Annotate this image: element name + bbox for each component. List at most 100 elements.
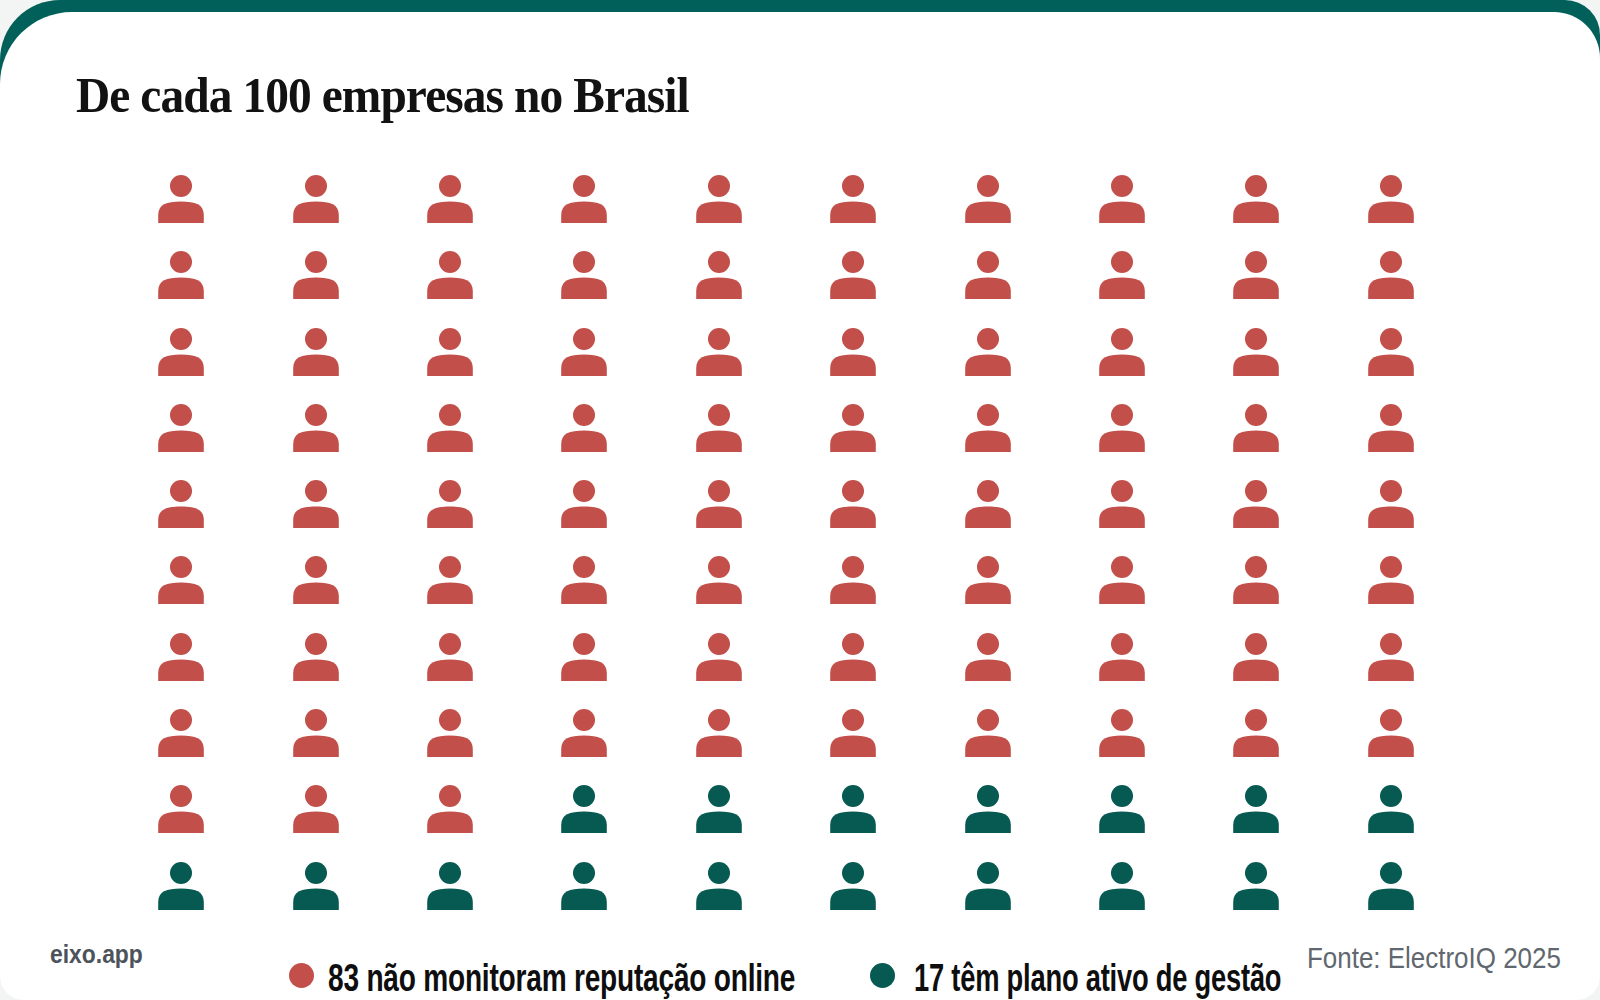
person-icon (1368, 251, 1414, 299)
pictogram-cell (1189, 404, 1323, 480)
pictogram-cell (114, 251, 248, 327)
person-icon (427, 404, 473, 452)
person-icon (561, 862, 607, 910)
person-icon (158, 404, 204, 452)
pictogram-cell (517, 633, 651, 709)
pictogram-cell (1055, 480, 1189, 556)
legend-label-red: 83 não monitoram reputação online (328, 958, 795, 997)
person-icon (965, 251, 1011, 299)
person-icon (830, 709, 876, 757)
person-icon (1099, 328, 1145, 376)
person-icon (293, 328, 339, 376)
person-icon (158, 785, 204, 833)
person-icon (830, 556, 876, 604)
person-icon (561, 785, 607, 833)
pictogram-cell (114, 633, 248, 709)
pictogram-cell (652, 862, 786, 938)
pictogram-cell (1055, 175, 1189, 251)
pictogram-cell (786, 633, 920, 709)
pictogram-cell (1324, 480, 1458, 556)
person-icon (830, 862, 876, 910)
person-icon (830, 328, 876, 376)
pictogram-cell (114, 175, 248, 251)
pictogram-cell (517, 480, 651, 556)
pictogram-cell (248, 785, 382, 861)
pictogram-cell (920, 480, 1054, 556)
pictogram-cell (1189, 862, 1323, 938)
pictogram-cell (517, 251, 651, 327)
person-icon (830, 175, 876, 223)
pictogram-grid (114, 175, 1458, 938)
person-icon (427, 480, 473, 528)
person-icon (158, 862, 204, 910)
pictogram-cell (383, 175, 517, 251)
pictogram-cell (1324, 862, 1458, 938)
pictogram-cell (920, 404, 1054, 480)
pictogram-cell (786, 556, 920, 632)
pictogram-cell (1324, 556, 1458, 632)
pictogram-cell (1189, 785, 1323, 861)
person-icon (427, 251, 473, 299)
person-icon (696, 556, 742, 604)
pictogram-cell (517, 785, 651, 861)
pictogram-cell (114, 328, 248, 404)
pictogram-cell (786, 480, 920, 556)
pictogram-cell (1055, 709, 1189, 785)
person-icon (561, 328, 607, 376)
chart-title: De cada 100 empresas no Brasil (76, 70, 689, 121)
pictogram-cell (786, 785, 920, 861)
person-icon (427, 633, 473, 681)
person-icon (1099, 862, 1145, 910)
pictogram-cell (1055, 251, 1189, 327)
pictogram-cell (383, 404, 517, 480)
pictogram-cell (383, 862, 517, 938)
person-icon (1233, 862, 1279, 910)
pictogram-cell (383, 556, 517, 632)
person-icon (293, 862, 339, 910)
person-icon (293, 251, 339, 299)
pictogram-cell (652, 175, 786, 251)
person-icon (158, 556, 204, 604)
person-icon (830, 785, 876, 833)
person-icon (293, 633, 339, 681)
person-icon (158, 328, 204, 376)
person-icon (1368, 480, 1414, 528)
person-icon (293, 175, 339, 223)
pictogram-cell (652, 709, 786, 785)
person-icon (427, 175, 473, 223)
person-icon (965, 175, 1011, 223)
pictogram-cell (1324, 251, 1458, 327)
person-icon (1368, 556, 1414, 604)
person-icon (696, 709, 742, 757)
person-icon (158, 709, 204, 757)
person-icon (1099, 480, 1145, 528)
pictogram-cell (1324, 404, 1458, 480)
pictogram-cell (248, 556, 382, 632)
pictogram-cell (114, 862, 248, 938)
pictogram-cell (248, 175, 382, 251)
pictogram-cell (786, 862, 920, 938)
person-icon (1099, 404, 1145, 452)
person-icon (1233, 404, 1279, 452)
pictogram-cell (114, 709, 248, 785)
legend-dot-red (289, 963, 314, 988)
person-icon (1233, 328, 1279, 376)
pictogram-cell (786, 709, 920, 785)
pictogram-cell (517, 556, 651, 632)
person-icon (965, 709, 1011, 757)
person-icon (830, 404, 876, 452)
person-icon (561, 175, 607, 223)
pictogram-cell (1324, 328, 1458, 404)
person-icon (696, 251, 742, 299)
person-icon (561, 633, 607, 681)
person-icon (427, 556, 473, 604)
pictogram-cell (248, 709, 382, 785)
pictogram-cell (920, 328, 1054, 404)
person-icon (696, 175, 742, 223)
person-icon (1233, 251, 1279, 299)
person-icon (965, 862, 1011, 910)
pictogram-cell (1055, 556, 1189, 632)
pictogram-cell (517, 862, 651, 938)
person-icon (1368, 709, 1414, 757)
person-icon (561, 480, 607, 528)
